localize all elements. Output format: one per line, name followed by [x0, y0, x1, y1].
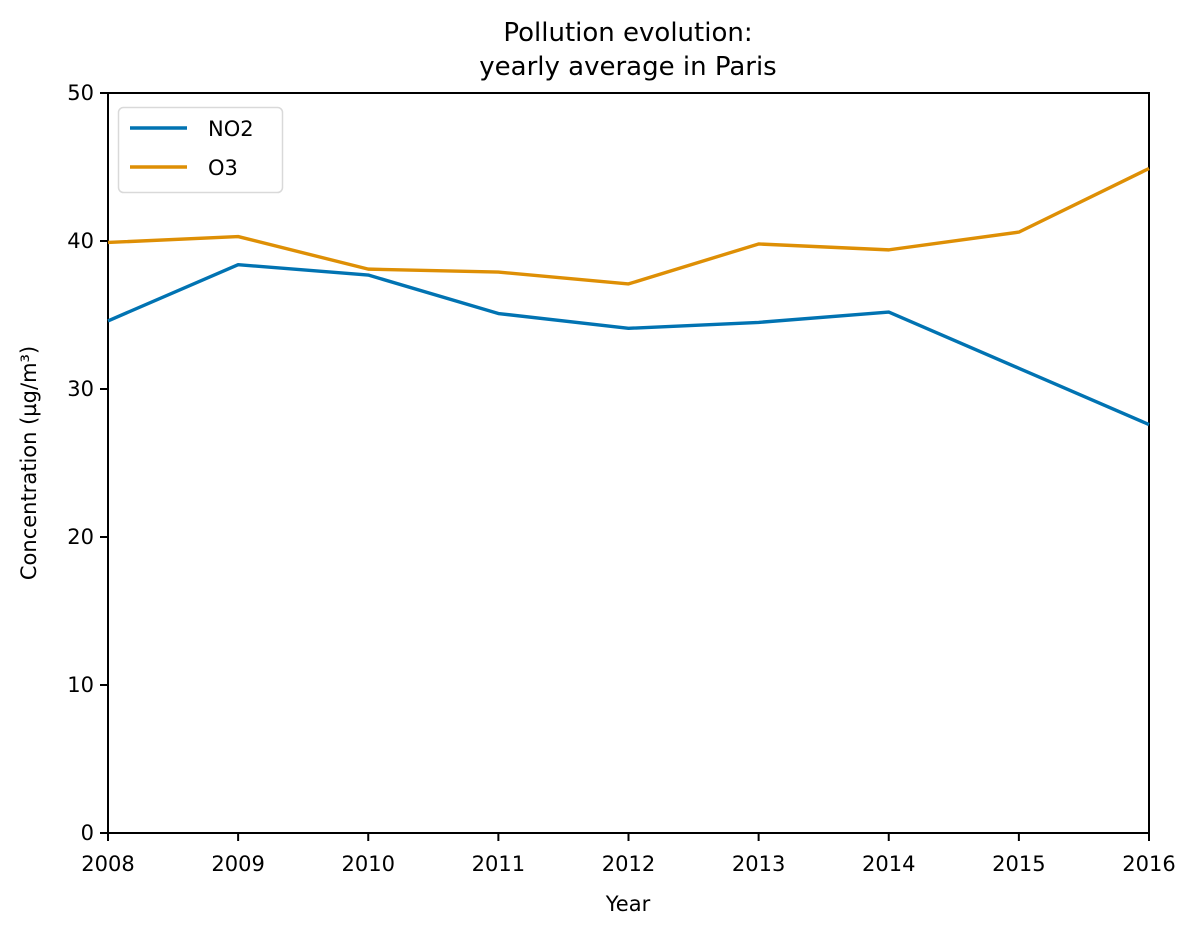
x-tick-label: 2016: [1122, 852, 1175, 876]
x-axis-label: Year: [605, 892, 651, 916]
y-tick-label: 20: [67, 525, 94, 549]
plot-area: 2008 2009 2010 2011 2012 2013 2014 2015 2016 0 10 2…: [67, 81, 1175, 876]
y-tick-label: 50: [67, 81, 94, 105]
x-tick-label: 2012: [602, 852, 655, 876]
x-tick-label: 2008: [81, 852, 134, 876]
y-tick-label: 0: [81, 821, 94, 845]
y-axis-label: Concentration (µg/m³): [17, 346, 41, 580]
x-tick-label: 2010: [342, 852, 395, 876]
x-tick-label: 2013: [732, 852, 785, 876]
legend-label-no2: NO2: [208, 117, 254, 141]
legend: NO2 O3: [117, 106, 284, 194]
legend-box: [117, 106, 284, 194]
x-tick-label: 2009: [211, 852, 264, 876]
chart-title-line1: Pollution evolution:: [503, 18, 752, 48]
y-tick-label: 10: [67, 673, 94, 697]
x-tick-label: 2011: [472, 852, 525, 876]
legend-label-o3: O3: [208, 156, 238, 180]
series-line-o3: [107, 166, 1150, 286]
y-tick-label: 30: [67, 377, 94, 401]
x-tick-label: 2014: [862, 852, 915, 876]
axes-spines: [107, 92, 1150, 834]
y-tick-label: 40: [67, 229, 94, 253]
series-line-no2: [107, 262, 1150, 427]
chart-title-line2: yearly average in Paris: [479, 52, 776, 82]
x-tick-label: 2015: [992, 852, 1045, 876]
